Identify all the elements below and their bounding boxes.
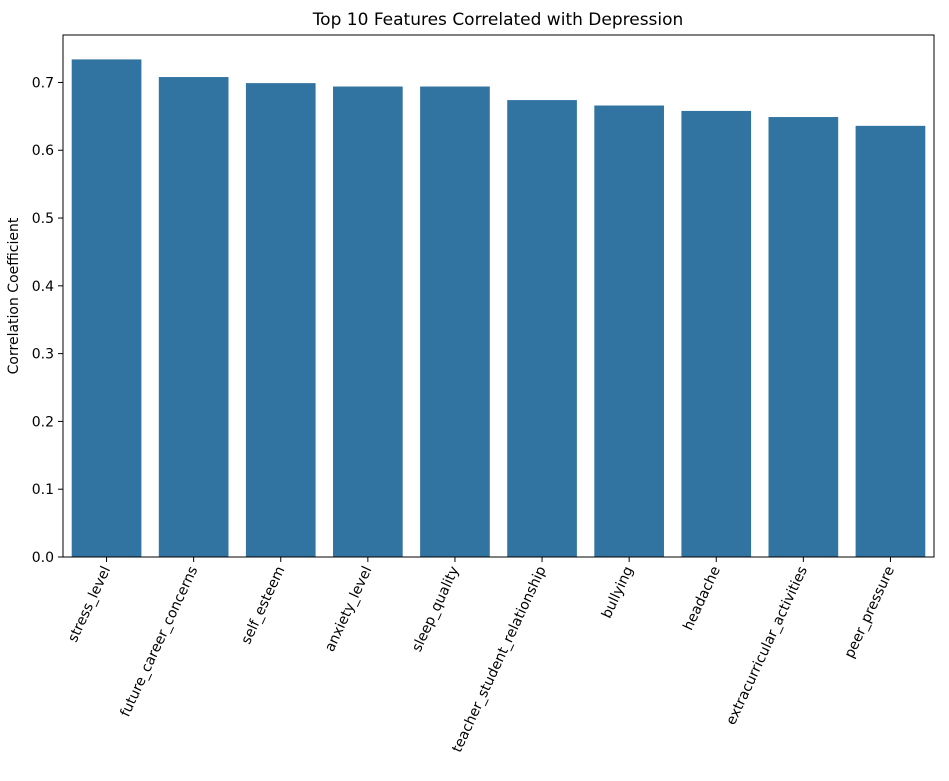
- chart-title: Top 10 Features Correlated with Depressi…: [312, 10, 684, 30]
- y-axis-label: Correlation Coefficient: [6, 217, 22, 374]
- bar-stress-level: [71, 59, 142, 557]
- x-tick-label: sleep_quality: [409, 564, 462, 654]
- x-tick-label: anxiety_level: [322, 564, 376, 654]
- y-tick-label: 0.7: [32, 75, 54, 91]
- y-tick-label: 0.0: [32, 550, 54, 566]
- x-tick-label: bullying: [599, 564, 637, 621]
- bar-extracurricular-activities: [768, 117, 839, 557]
- bar-sleep-quality: [420, 86, 490, 558]
- x-axis: stress_level future_career_concerns self_e…: [65, 557, 898, 755]
- bars-group: [71, 59, 926, 558]
- y-tick-label: 0.5: [32, 211, 54, 227]
- bar-future-career-concerns: [158, 77, 229, 557]
- y-tick-label: 0.3: [32, 347, 54, 363]
- x-tick-label: future_career_concerns: [117, 564, 201, 719]
- x-tick-label: self_esteem: [238, 564, 288, 647]
- x-tick-label: teacher_student_relationship: [449, 564, 550, 755]
- x-tick-label: headache: [680, 564, 724, 633]
- bar-bullying: [594, 105, 664, 557]
- plot-frame: [62, 34, 935, 558]
- bar-teacher-student-relationship: [507, 100, 577, 557]
- y-tick-label: 0.2: [32, 414, 54, 430]
- x-tick-label: extracurricular_activities: [723, 564, 811, 728]
- bar-anxiety-level: [333, 86, 403, 558]
- y-tick-label: 0.6: [32, 143, 54, 159]
- x-tick-label: stress_level: [65, 564, 114, 645]
- bar-self-esteem: [245, 83, 316, 557]
- y-axis: 0.0 0.1 0.2 0.3 0.4 0.5 0.6 0.7: [32, 75, 63, 566]
- bar-headache: [681, 110, 752, 558]
- bar-peer-pressure: [855, 125, 926, 557]
- x-tick-label: peer_pressure: [842, 564, 898, 661]
- y-tick-label: 0.1: [32, 482, 54, 498]
- y-tick-label: 0.4: [32, 279, 54, 295]
